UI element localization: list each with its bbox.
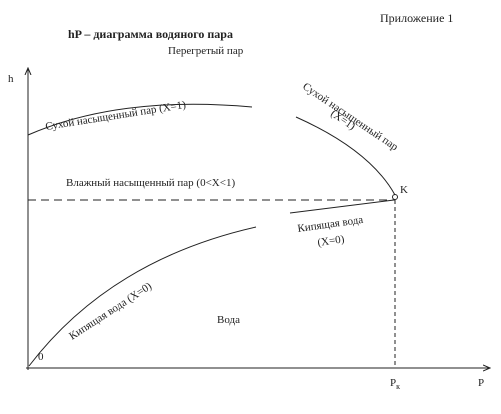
boil-curve-right	[289, 199, 395, 214]
critical-point	[392, 194, 398, 200]
x-axis-label: P	[478, 377, 484, 389]
dry-curve-right	[295, 116, 396, 196]
y-axis-label: h	[8, 73, 14, 85]
dry-curve-left	[27, 103, 253, 136]
boil-right-label-1: Кипящая вода	[297, 214, 364, 235]
appendix: Приложение 1	[380, 11, 453, 25]
dry-left-label: Сухой насыщенный пар (X=1)	[45, 99, 187, 133]
point-label: K	[400, 184, 408, 196]
boil-curve-left	[28, 226, 257, 367]
title: hP – диаграмма водяного пара	[68, 27, 233, 41]
water-label: Вода	[217, 314, 240, 326]
superheated-label: Перегретый пар	[168, 45, 244, 57]
pk-label: Pк	[390, 377, 400, 391]
wet-label: Влажный насыщенный пар (0<X<1)	[66, 177, 235, 189]
origin-label: 0	[38, 351, 44, 363]
boil-right-label-2: (X=0)	[317, 233, 346, 249]
